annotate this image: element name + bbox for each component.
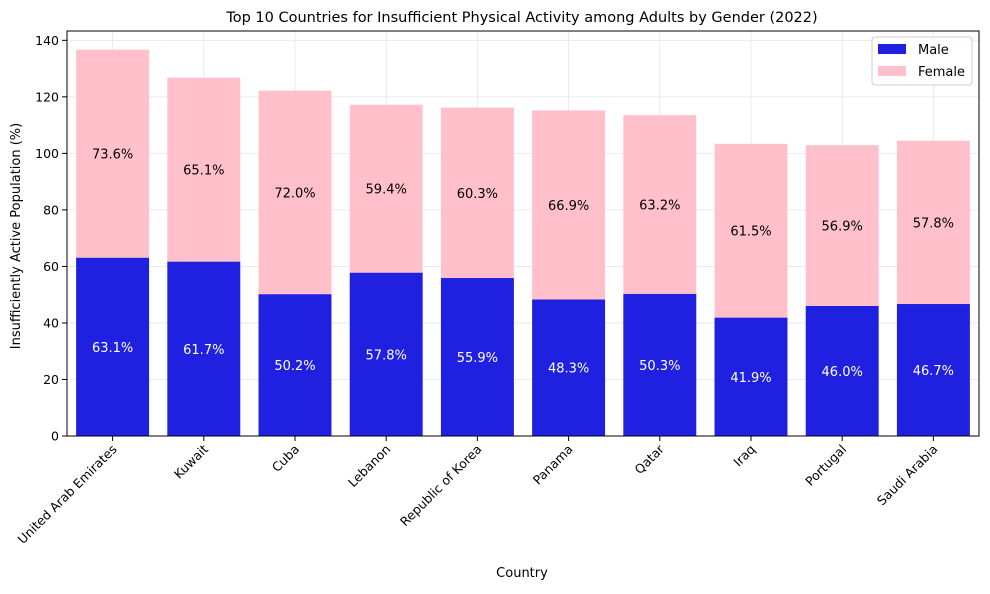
y-tick-label: 40 xyxy=(43,315,59,330)
x-tick-label: Saudi Arabia xyxy=(874,442,941,509)
bar-female xyxy=(349,104,423,273)
x-axis-label: Country xyxy=(496,566,548,581)
data-label-female: 59.4% xyxy=(366,183,407,198)
bar-female xyxy=(714,143,788,318)
bar-male xyxy=(76,257,150,436)
x-tick-label: United Arab Emirates xyxy=(15,442,120,547)
y-axis-label: Insufficiently Active Population (%) xyxy=(9,123,24,349)
data-label-female: 73.6% xyxy=(92,148,133,163)
bar-female xyxy=(623,115,697,294)
bar-male xyxy=(714,317,788,436)
y-tick-label: 100 xyxy=(35,146,59,161)
legend: Male Female xyxy=(871,36,973,86)
bar-male xyxy=(623,293,697,436)
y-tick-label: 140 xyxy=(35,33,59,48)
x-tick-label: Iraq xyxy=(730,442,758,470)
bar-male xyxy=(896,304,970,436)
data-label-female: 61.5% xyxy=(730,225,771,240)
bars-layer xyxy=(76,49,970,436)
x-tick-label: Panama xyxy=(530,442,576,488)
bar-female xyxy=(258,90,332,295)
legend-label-female: Female xyxy=(918,65,965,80)
bar-male xyxy=(805,305,879,436)
x-tick-label: Portugal xyxy=(802,442,849,489)
bar-male xyxy=(440,278,514,436)
legend-swatch-female xyxy=(878,66,906,76)
y-tick-label: 20 xyxy=(43,372,59,387)
x-tick-label: Kuwait xyxy=(171,441,211,481)
data-label-female: 65.1% xyxy=(183,164,224,179)
data-label-male: 50.2% xyxy=(274,359,315,374)
data-label-male: 46.0% xyxy=(822,365,863,380)
data-label-female: 60.3% xyxy=(457,187,498,202)
x-tick-label: Qatar xyxy=(631,441,667,477)
bar-female xyxy=(440,107,514,279)
legend-swatch-male xyxy=(878,44,906,54)
bar-female xyxy=(167,77,241,262)
y-tick-label: 0 xyxy=(51,429,59,444)
legend-label-male: Male xyxy=(918,43,949,58)
x-tick-label: Cuba xyxy=(269,442,302,475)
data-label-female: 72.0% xyxy=(274,186,315,201)
bar-male xyxy=(532,299,606,436)
plot-frame xyxy=(66,30,980,437)
bar-male xyxy=(167,261,241,436)
data-label-male: 55.9% xyxy=(457,351,498,366)
x-tick-label: Lebanon xyxy=(345,442,393,490)
bar-labels-layer: 63.1% 73.6% 61.7% 65.1% 50.2% 72.0% 57.8% 59.4%… xyxy=(92,148,954,386)
y-tick-label: 80 xyxy=(43,202,59,217)
chart-title: Top 10 Countries for Insufficient Physic… xyxy=(225,10,817,26)
data-label-female: 66.9% xyxy=(548,199,589,214)
y-tick-label: 120 xyxy=(35,89,59,104)
data-label-female: 56.9% xyxy=(822,220,863,235)
bar-female xyxy=(76,49,150,258)
bar-female xyxy=(896,140,970,305)
data-label-female: 63.2% xyxy=(639,199,680,214)
data-label-male: 63.1% xyxy=(92,341,133,356)
data-label-male: 48.3% xyxy=(548,362,589,377)
data-label-male: 57.8% xyxy=(366,348,407,363)
data-label-male: 41.9% xyxy=(730,371,771,386)
data-label-male: 61.7% xyxy=(183,343,224,358)
y-tick-label: 60 xyxy=(43,259,59,274)
data-label-male: 46.7% xyxy=(913,364,954,379)
bar-female xyxy=(805,145,879,306)
data-label-female: 57.8% xyxy=(913,216,954,231)
bar-female xyxy=(532,110,606,300)
bar-male xyxy=(349,272,423,436)
bar-male xyxy=(258,294,332,436)
data-label-male: 50.3% xyxy=(639,359,680,374)
x-tick-label: Republic of Korea xyxy=(397,442,485,530)
